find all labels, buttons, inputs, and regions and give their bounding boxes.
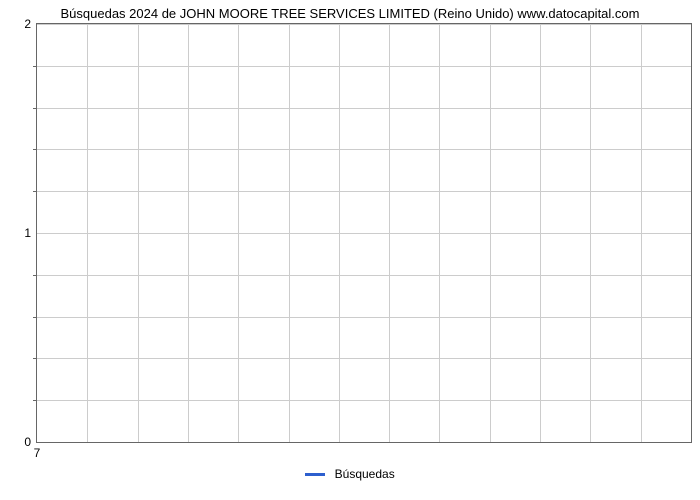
legend: Búsquedas — [0, 467, 700, 481]
gridline-v — [138, 24, 139, 442]
gridline-h — [37, 24, 691, 25]
plot-area: 0127 — [36, 23, 692, 443]
ytick-minor — [33, 149, 37, 150]
legend-swatch — [305, 473, 325, 476]
ytick-minor — [33, 191, 37, 192]
gridline-h — [37, 233, 691, 234]
chart-title: Búsquedas 2024 de JOHN MOORE TREE SERVIC… — [0, 6, 700, 21]
gridline-v — [188, 24, 189, 442]
gridline-v — [87, 24, 88, 442]
gridline-h — [37, 149, 691, 150]
gridline-h — [37, 400, 691, 401]
gridline-h — [37, 358, 691, 359]
xtick-label: 7 — [34, 442, 41, 460]
ytick-minor — [33, 108, 37, 109]
gridline-v — [590, 24, 591, 442]
ytick-label: 1 — [24, 226, 37, 240]
gridline-h — [37, 317, 691, 318]
gridline-h — [37, 191, 691, 192]
gridline-v — [439, 24, 440, 442]
gridline-v — [641, 24, 642, 442]
plot-wrap: 0127 — [36, 23, 692, 443]
gridline-v — [389, 24, 390, 442]
gridline-h — [37, 108, 691, 109]
ytick-label: 2 — [24, 17, 37, 31]
gridline-h — [37, 66, 691, 67]
gridline-v — [490, 24, 491, 442]
legend-label: Búsquedas — [335, 467, 395, 481]
ytick-minor — [33, 66, 37, 67]
ytick-minor — [33, 400, 37, 401]
gridline-v — [238, 24, 239, 442]
ytick-minor — [33, 358, 37, 359]
chart-container: Búsquedas 2024 de JOHN MOORE TREE SERVIC… — [0, 6, 700, 481]
gridline-h — [37, 275, 691, 276]
gridline-v — [339, 24, 340, 442]
ytick-minor — [33, 317, 37, 318]
ytick-minor — [33, 275, 37, 276]
gridline-v — [289, 24, 290, 442]
gridline-v — [540, 24, 541, 442]
